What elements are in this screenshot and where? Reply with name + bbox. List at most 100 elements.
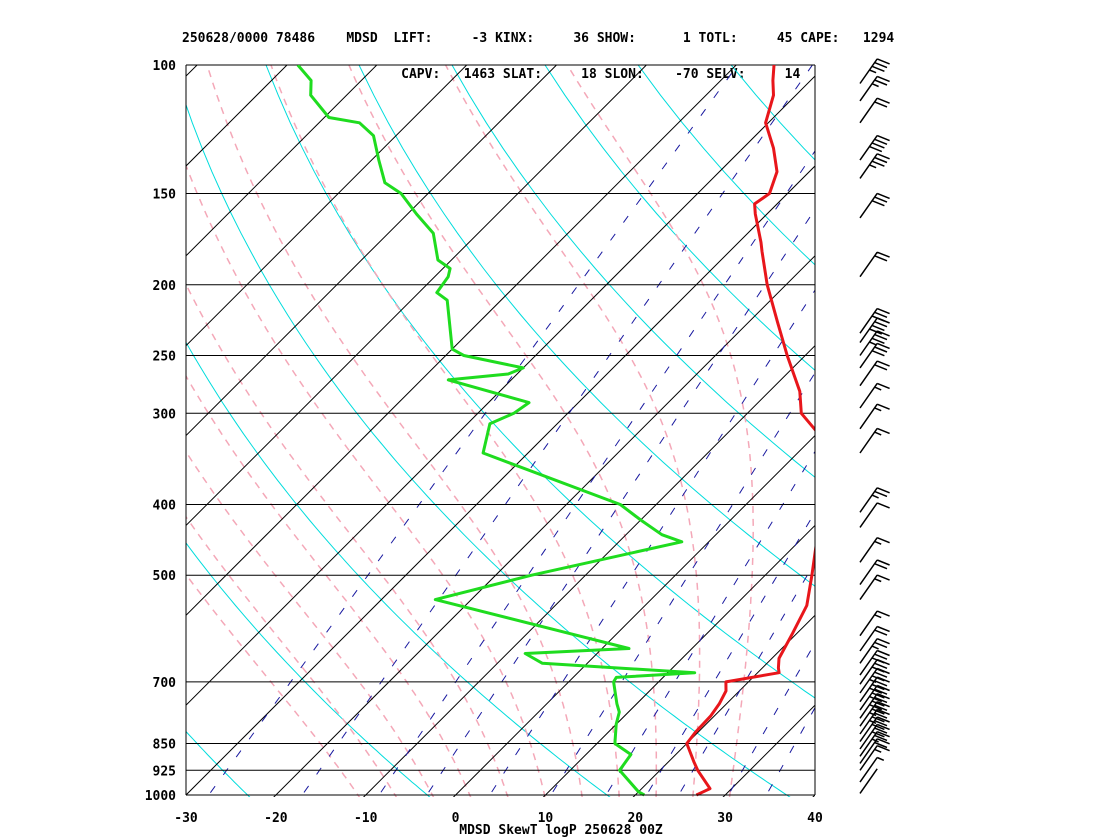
isotherm xyxy=(452,434,815,797)
header-line-2: CAPV: 1463 SLAT: 18 SLON: -70 SELV: 14 xyxy=(182,67,801,82)
wind-barb xyxy=(859,192,890,219)
x-tick-label: -30 xyxy=(174,811,198,826)
dry-adiabat xyxy=(186,542,431,797)
wind-barb xyxy=(859,58,890,84)
mixing-ratio-line xyxy=(487,289,815,797)
moist-adiabat xyxy=(186,374,472,797)
wind-barb xyxy=(859,251,890,278)
isotherm xyxy=(273,255,815,797)
wind-barbs xyxy=(859,58,890,794)
y-tick-label: 150 xyxy=(153,188,177,203)
dry-adiabat xyxy=(265,65,815,699)
x-tick-label: 40 xyxy=(807,811,823,826)
moist-adiabat xyxy=(186,515,398,797)
wind-barb xyxy=(859,342,890,369)
wind-barb xyxy=(859,701,890,727)
wind-barb xyxy=(859,134,890,161)
moist-adiabat xyxy=(566,65,754,797)
chart-grid xyxy=(186,65,815,797)
temperature-profile xyxy=(685,65,815,797)
wind-barb xyxy=(859,382,890,409)
wind-barb xyxy=(859,537,890,563)
wind-barb xyxy=(859,75,890,102)
moist-adiabat xyxy=(186,163,546,797)
dry-adiabat xyxy=(186,730,251,797)
wind-barb xyxy=(859,330,890,356)
dry-adiabat xyxy=(186,103,791,797)
y-tick-label: 300 xyxy=(153,407,177,422)
dewpoint-profile xyxy=(296,65,697,797)
wind-barb xyxy=(859,693,890,719)
isobars xyxy=(186,64,815,796)
dry-adiabat xyxy=(451,65,815,478)
moist-adiabat xyxy=(206,65,583,797)
isotherm xyxy=(542,524,815,797)
isotherm xyxy=(186,65,468,347)
x-tick-label: 0 xyxy=(452,811,460,826)
footer-title: MDSD SkewT logP 250628 00Z xyxy=(459,823,663,838)
wind-barb xyxy=(859,307,890,334)
isotherm xyxy=(186,65,198,77)
mixing-ratio-line xyxy=(206,65,739,797)
dry-adiabat xyxy=(358,65,815,587)
wind-barb xyxy=(859,427,890,454)
mixing-ratio-line xyxy=(300,65,814,797)
profiles xyxy=(296,65,815,797)
sounding-header: 250628/0000 78486 MDSD LIFT: -3 KINX: 36… xyxy=(182,9,894,93)
wind-barb xyxy=(859,708,890,735)
wind-barb xyxy=(859,625,890,652)
y-tick-label: 850 xyxy=(153,738,177,753)
wind-barb xyxy=(859,723,890,750)
wind-barb xyxy=(859,610,890,637)
isotherm xyxy=(632,614,815,797)
y-tick-label: 925 xyxy=(153,764,176,779)
y-tick-label: 400 xyxy=(153,499,177,514)
isotherm xyxy=(722,704,815,797)
wind-barb xyxy=(859,649,890,676)
wind-barb xyxy=(859,638,890,664)
dry-adiabat xyxy=(730,65,815,161)
wind-barb xyxy=(859,97,890,124)
moist-adiabat xyxy=(348,65,658,797)
isotherm xyxy=(186,65,737,616)
isotherm xyxy=(186,65,378,257)
wind-barb xyxy=(859,502,890,528)
wind-barb xyxy=(859,745,890,771)
y-tick-label: 200 xyxy=(153,279,177,294)
dry-adiabat xyxy=(544,65,815,371)
wind-barb xyxy=(859,574,890,601)
y-tick-label: 250 xyxy=(153,350,177,365)
x-tick-label: -20 xyxy=(264,811,288,826)
mixing-ratio-line xyxy=(676,561,815,797)
x-tick-label: 20 xyxy=(627,811,643,826)
y-tick-label: 1000 xyxy=(145,789,176,804)
x-tick-label: -10 xyxy=(354,811,378,826)
moist-adiabat xyxy=(444,65,701,797)
wind-barb xyxy=(859,716,890,743)
header-line-1: 250628/0000 78486 MDSD LIFT: -3 KINX: 36… xyxy=(182,31,895,46)
wind-barb xyxy=(859,487,890,513)
isotherm xyxy=(186,65,648,527)
wind-barb xyxy=(859,684,890,711)
y-tick-label: 700 xyxy=(153,676,177,691)
wind-barb xyxy=(859,768,878,794)
moist-adiabat xyxy=(270,65,620,797)
wind-barb xyxy=(859,738,890,764)
wind-barb xyxy=(859,403,890,430)
mixing-ratio-line xyxy=(726,641,815,797)
isotherm xyxy=(186,165,815,796)
isotherm xyxy=(812,794,815,797)
isotherm xyxy=(186,65,558,437)
plot-frame xyxy=(185,65,816,796)
x-tick-label: 10 xyxy=(538,811,554,826)
isotherm xyxy=(186,75,815,706)
wind-barb xyxy=(859,559,890,586)
wind-barb xyxy=(859,360,890,387)
mixing-ratio-line xyxy=(377,150,815,797)
wind-barb xyxy=(859,756,885,783)
moist-adiabat xyxy=(186,282,509,797)
y-tick-label: 100 xyxy=(153,59,177,74)
mixing-ratio-line xyxy=(424,208,815,797)
